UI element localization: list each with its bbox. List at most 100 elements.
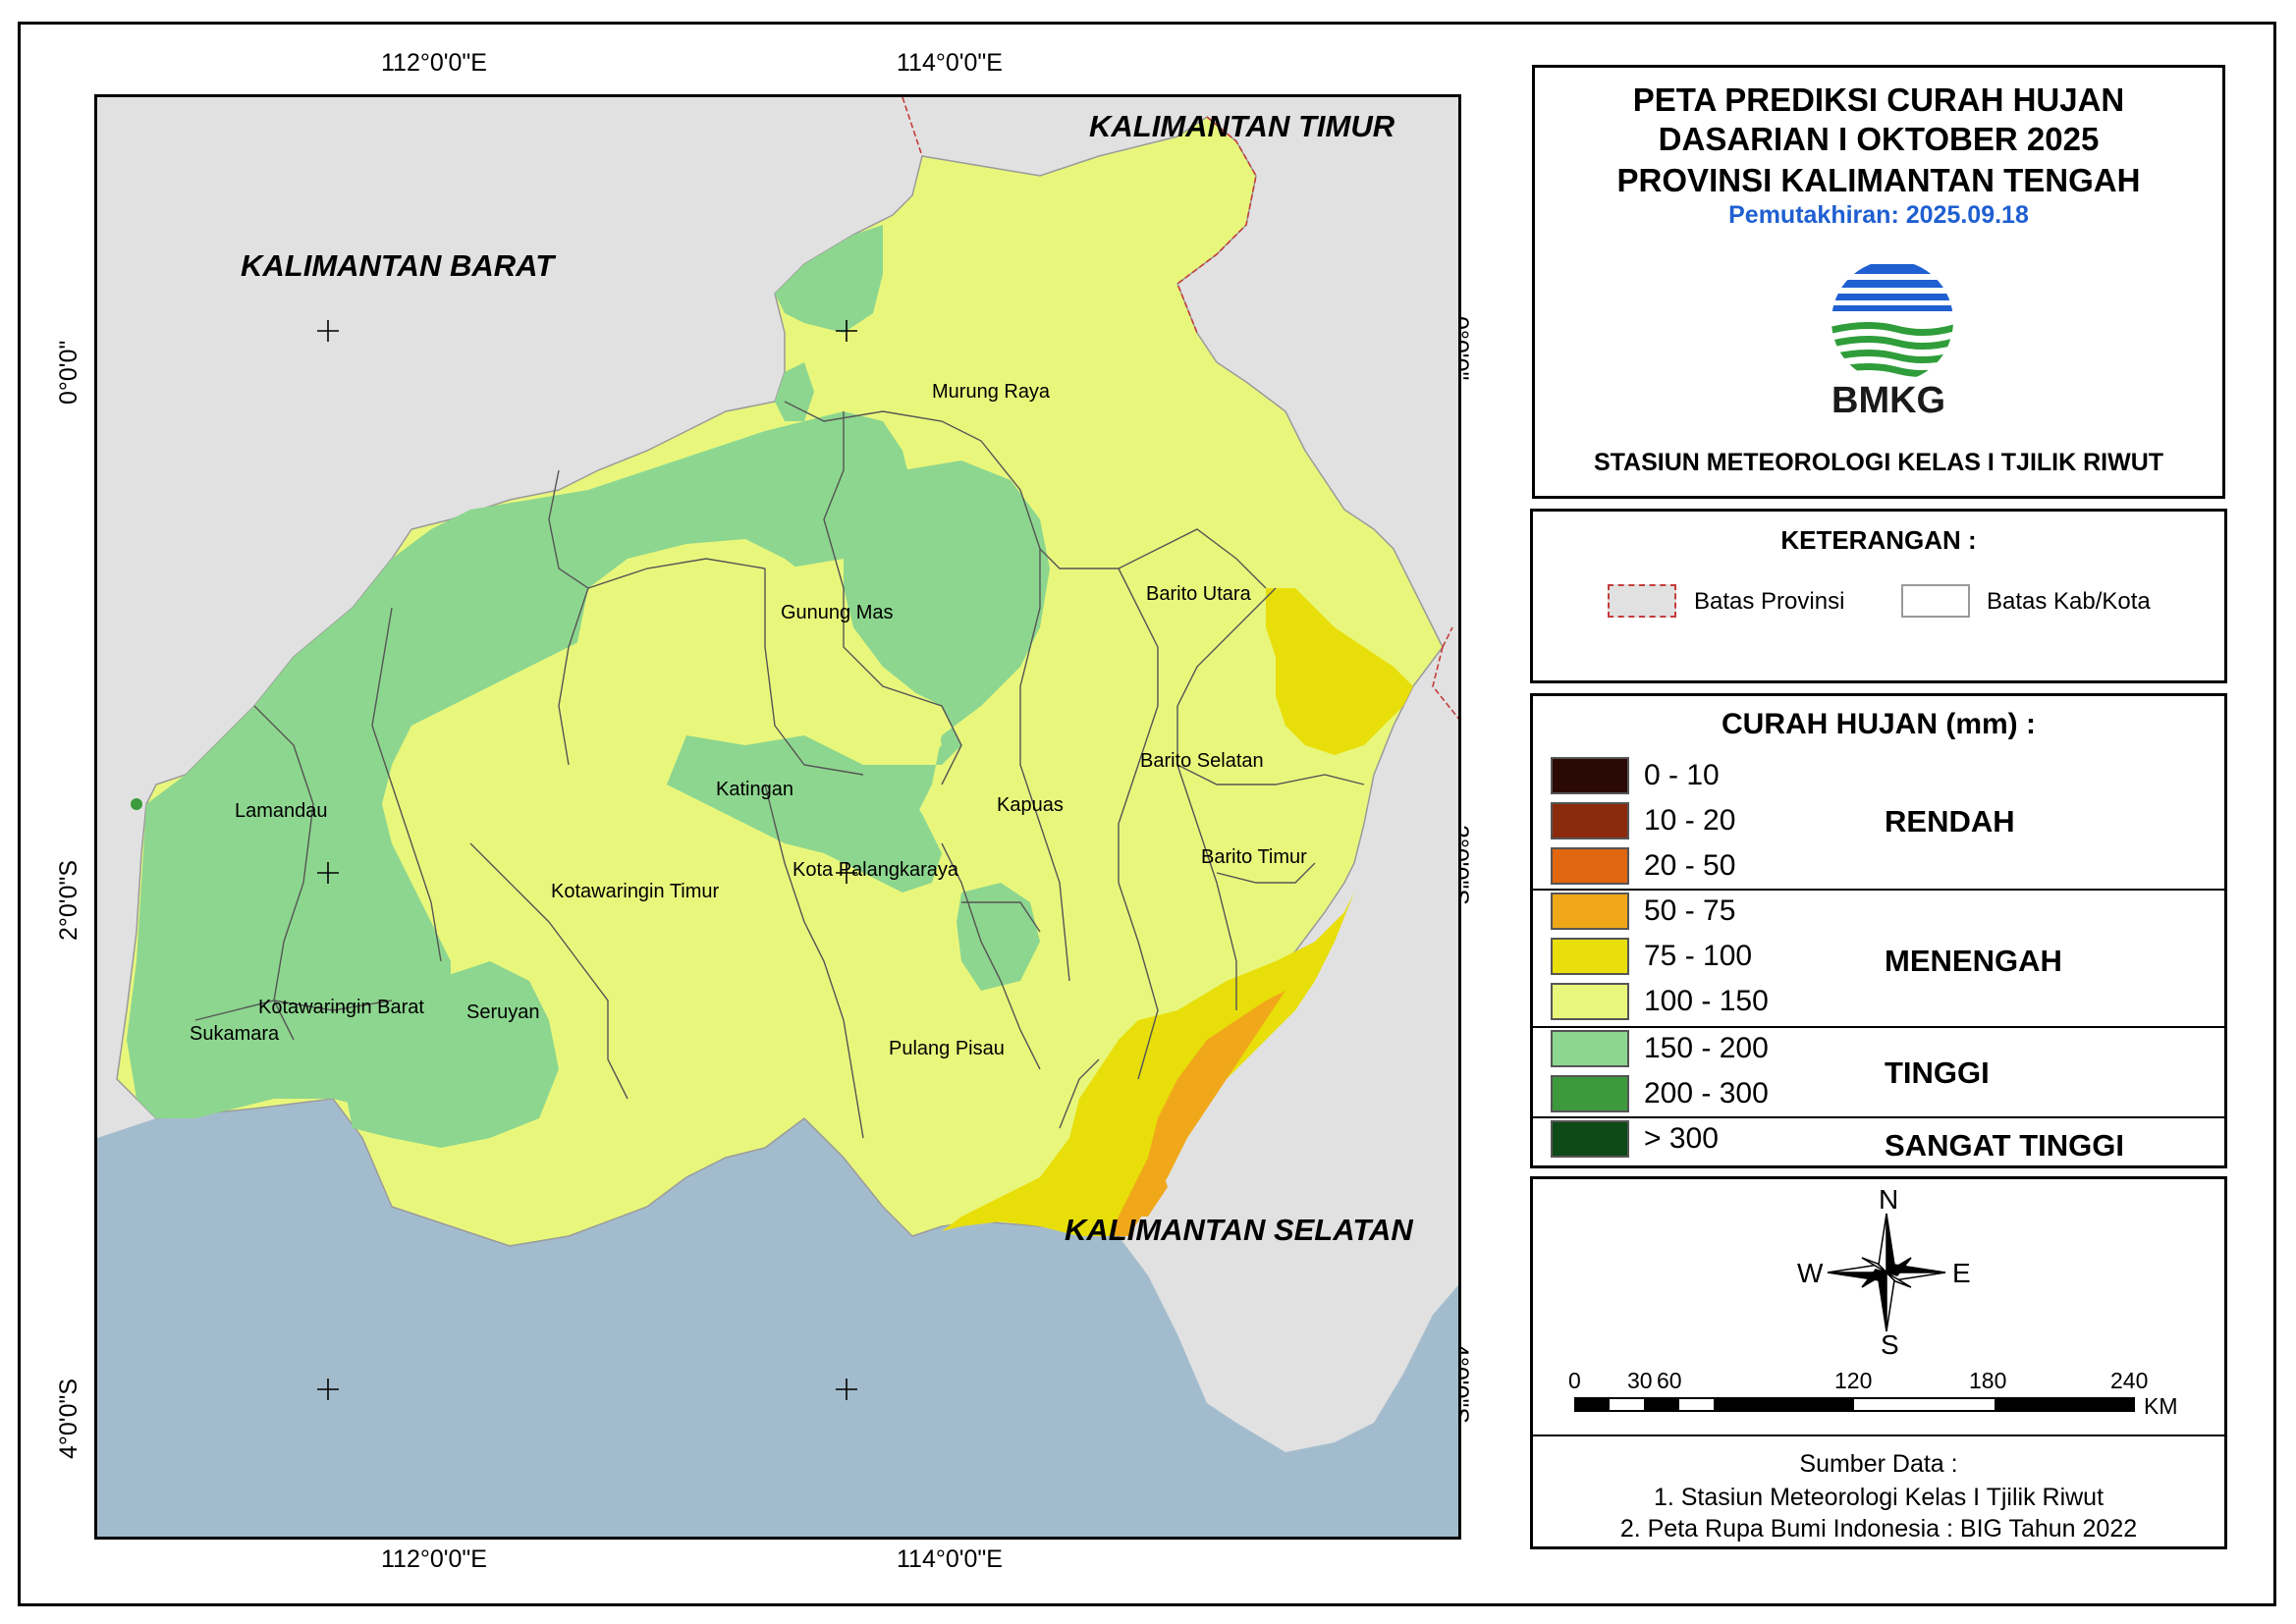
zone-150-200-palangkaraya bbox=[957, 883, 1040, 991]
scale-tick-180: 180 bbox=[1969, 1368, 2007, 1393]
range-100-150: 100 - 150 bbox=[1644, 985, 1769, 1017]
class-menengah: MENENGAH bbox=[1885, 944, 2062, 978]
zone-150-200-west bbox=[127, 411, 912, 1118]
swatch-200-300 bbox=[1551, 1075, 1629, 1112]
scale-tick-240: 240 bbox=[2110, 1368, 2149, 1393]
zone-75-100-barito-utara bbox=[1266, 588, 1413, 755]
coord-left-2s: 2°0'0"S bbox=[55, 859, 82, 941]
province-border bbox=[902, 97, 1458, 720]
coord-bottom-114: 114°0'0"E bbox=[897, 1545, 1003, 1573]
label-pulang-pisau: Pulang Pisau bbox=[889, 1038, 1005, 1059]
coord-top-112: 112°0'0"E bbox=[381, 49, 487, 77]
bmkg-logo-icon bbox=[1831, 260, 1953, 382]
scale-unit: KM bbox=[2144, 1393, 2178, 1419]
legend-divider bbox=[1533, 1116, 2224, 1118]
zone-75-100-coast bbox=[942, 893, 1354, 1236]
station-name: STASIUN METEOROLOGI KELAS I TJILIK RIWUT bbox=[1593, 449, 2164, 476]
batas-kab-label: Batas Kab/Kota bbox=[1987, 588, 2151, 615]
label-lamandau: Lamandau bbox=[235, 800, 328, 822]
compass-w: W bbox=[1797, 1258, 1824, 1288]
class-rendah: RENDAH bbox=[1885, 804, 2015, 839]
zone-150-200-north bbox=[775, 225, 883, 333]
class-tinggi: TINGGI bbox=[1885, 1056, 1990, 1090]
coord-left-4s: 4°0'0"S bbox=[55, 1378, 82, 1459]
compass-e: E bbox=[1952, 1258, 1971, 1288]
keterangan-panel: KETERANGAN : Batas Provinsi Batas Kab/Ko… bbox=[1530, 509, 2227, 683]
source-heading: Sumber Data : bbox=[1799, 1450, 1958, 1478]
range-200-300: 200 - 300 bbox=[1644, 1077, 1769, 1110]
label-kalimantan-timur: KALIMANTAN TIMUR bbox=[1089, 109, 1395, 143]
swatch-100-150 bbox=[1551, 983, 1629, 1020]
swatch-20-50 bbox=[1551, 847, 1629, 885]
district-boundaries bbox=[194, 401, 1365, 1139]
coord-top-114: 114°0'0"E bbox=[897, 49, 1003, 77]
title-line-3: PROVINSI KALIMANTAN TENGAH bbox=[1616, 162, 2141, 198]
label-kota-palangkaraya: Kota Palangkaraya bbox=[793, 859, 959, 881]
label-seruyan: Seruyan bbox=[466, 1001, 540, 1023]
label-kotawaringin-timur: Kotawaringin Timur bbox=[551, 881, 720, 902]
label-barito-utara: Barito Utara bbox=[1146, 583, 1252, 605]
range-20-50: 20 - 50 bbox=[1644, 849, 1736, 882]
compass-n: N bbox=[1879, 1189, 1898, 1215]
source-line-2: 2. Peta Rupa Bumi Indonesia : BIG Tahun … bbox=[1619, 1515, 2138, 1543]
scale-tick-120: 120 bbox=[1834, 1368, 1873, 1393]
legend-heading: CURAH HUJAN (mm) : bbox=[1722, 708, 2036, 740]
range-0-10: 0 - 10 bbox=[1644, 759, 1720, 791]
range-75-100: 75 - 100 bbox=[1644, 940, 1753, 972]
zone-150-200-seruyan bbox=[343, 961, 559, 1148]
batas-provinsi-symbol bbox=[1608, 584, 1676, 618]
panel-divider bbox=[1533, 1435, 2224, 1436]
coord-left-0: 0°0'0" bbox=[55, 340, 82, 405]
compass-s: S bbox=[1881, 1329, 1899, 1356]
batas-provinsi-label: Batas Provinsi bbox=[1694, 588, 1845, 615]
zone-150-200-north2 bbox=[775, 362, 814, 421]
swatch-0-10 bbox=[1551, 757, 1629, 794]
label-katingan: Katingan bbox=[716, 779, 793, 800]
label-kalimantan-selatan: KALIMANTAN SELATAN bbox=[1065, 1213, 1413, 1247]
title-line-2: DASARIAN I OKTOBER 2025 bbox=[1658, 121, 2100, 157]
map-frame bbox=[18, 22, 2276, 1606]
range-over-300: > 300 bbox=[1644, 1122, 1719, 1155]
label-barito-selatan: Barito Selatan bbox=[1140, 750, 1264, 772]
legend-divider bbox=[1533, 1026, 2224, 1028]
source-line-1: 1. Stasiun Meteorologi Kelas I Tjilik Ri… bbox=[1653, 1484, 2105, 1511]
swatch-50-75 bbox=[1551, 893, 1629, 930]
zone-50-75-spot bbox=[1128, 1158, 1168, 1217]
compass-scale-panel: N S W E 0 30 60 120 180 240 KM Sumber Da… bbox=[1530, 1176, 2227, 1549]
label-kotawaringin-barat: Kotawaringin Barat bbox=[258, 997, 424, 1018]
batas-kab-symbol bbox=[1901, 584, 1970, 618]
coord-bottom-112: 112°0'0"E bbox=[381, 1545, 487, 1573]
update-date: Pemutakhiran: 2025.09.18 bbox=[1728, 201, 2029, 229]
java-sea bbox=[97, 1099, 1458, 1537]
label-kalimantan-barat: KALIMANTAN BARAT bbox=[241, 248, 557, 283]
grid-crosses bbox=[317, 320, 857, 1400]
legend-divider bbox=[1533, 889, 2224, 891]
label-murung-raya: Murung Raya bbox=[932, 381, 1051, 403]
swatch-75-100 bbox=[1551, 938, 1629, 975]
title-line-1: PETA PREDIKSI CURAH HUJAN bbox=[1632, 81, 2125, 118]
class-sangat-tinggi: SANGAT TINGGI bbox=[1885, 1128, 2124, 1163]
label-gunung-mas: Gunung Mas bbox=[781, 602, 894, 623]
rainfall-map: KALIMANTAN TIMUR KALIMANTAN BARAT KALIMA… bbox=[94, 94, 1461, 1540]
label-barito-timur: Barito Timur bbox=[1201, 846, 1307, 868]
bmkg-logo-text: BMKG bbox=[1831, 380, 1946, 421]
swatch-over-300 bbox=[1551, 1120, 1629, 1158]
zone-150-200-gunung-mas bbox=[765, 460, 1050, 843]
swatch-150-200 bbox=[1551, 1030, 1629, 1067]
zone-100-150-gunung-mas-inner bbox=[834, 627, 942, 765]
swatch-10-20 bbox=[1551, 802, 1629, 839]
scale-tick-60: 60 bbox=[1657, 1368, 1682, 1393]
keterangan-heading: KETERANGAN : bbox=[1780, 525, 1977, 555]
scale-tick-0: 0 bbox=[1568, 1368, 1581, 1393]
label-sukamara: Sukamara bbox=[190, 1023, 280, 1045]
zone-200-300 bbox=[131, 798, 142, 810]
range-150-200: 150 - 200 bbox=[1644, 1032, 1769, 1064]
legend-panel: CURAH HUJAN (mm) : 0 - 10 10 - 20 20 - 5… bbox=[1530, 693, 2227, 1168]
range-50-75: 50 - 75 bbox=[1644, 894, 1736, 927]
scale-bar bbox=[1574, 1397, 2135, 1412]
scale-tick-30: 30 bbox=[1627, 1368, 1653, 1393]
title-panel: PETA PREDIKSI CURAH HUJAN DASARIAN I OKT… bbox=[1532, 65, 2225, 499]
north-arrow-icon: N S W E bbox=[1797, 1189, 1971, 1356]
zone-150-200-katingan bbox=[667, 735, 942, 893]
range-10-20: 10 - 20 bbox=[1644, 804, 1736, 837]
